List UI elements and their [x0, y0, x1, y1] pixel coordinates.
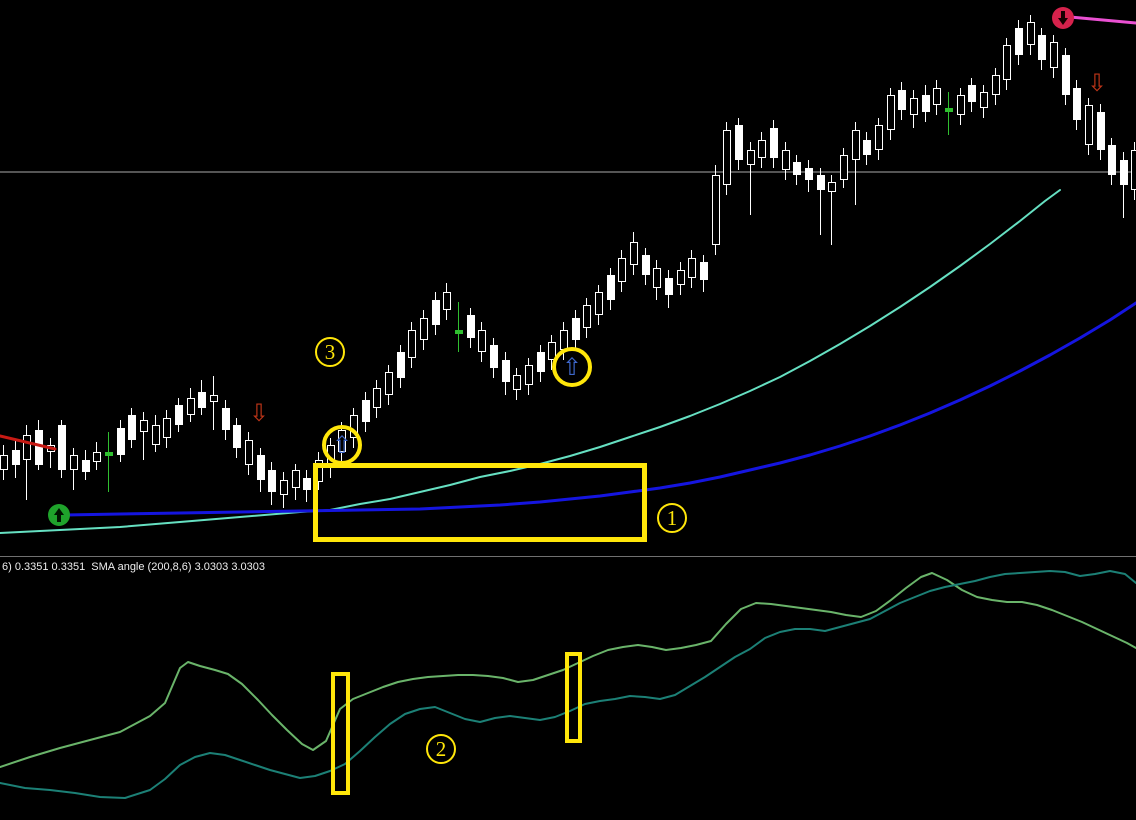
panel-separator[interactable]	[0, 556, 1136, 557]
indicator-chart-area[interactable]	[0, 557, 1136, 820]
main-chart-area[interactable]	[0, 0, 1136, 556]
indicator-values-label: 6) 0.3351 0.3351 SMA angle (200,8,6) 3.0…	[2, 561, 265, 573]
